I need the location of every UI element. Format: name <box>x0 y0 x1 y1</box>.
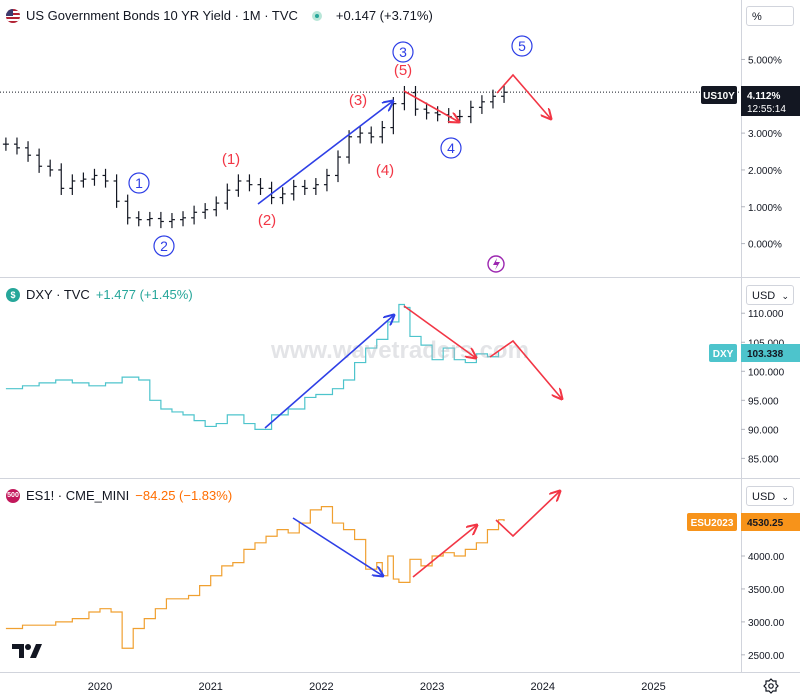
dxy-pane[interactable]: $ DXY · TVC +1.477 (+1.45%) USD ⌄ <box>0 278 800 478</box>
es-legend: 500 ES1! · CME_MINI −84.25 (−1.83%) <box>6 488 232 503</box>
dxy-blue-arrow <box>264 315 394 429</box>
time-tick-label: 2023 <box>420 681 444 693</box>
price-tick-label: 1.000% <box>748 203 782 214</box>
yield-red-arrow-1 <box>403 90 459 122</box>
es-symbol-title[interactable]: ES1! · CME_MINI <box>26 488 130 503</box>
settings-gear-icon[interactable] <box>763 678 779 694</box>
yield-symbol-title[interactable]: US Government Bonds 10 YR Yield · 1M · T… <box>26 8 298 23</box>
price-tick-label: 4000.00 <box>748 552 785 563</box>
dollar-icon: $ <box>6 287 20 302</box>
dxy-change: +1.477 (+1.45%) <box>95 287 193 302</box>
price-tick-label: 3500.00 <box>748 585 785 596</box>
dxy-red-arrow-1 <box>403 305 476 358</box>
wave-label-red: (1) <box>222 151 240 168</box>
market-open-dot-icon <box>311 10 322 21</box>
sp500-icon: 500 <box>6 488 20 503</box>
price-tick-label: 0.000% <box>748 240 782 251</box>
yield-blue-arrow <box>257 101 393 205</box>
time-tick-label: 2021 <box>198 681 222 693</box>
wave-label-blue: 2 <box>160 238 168 254</box>
price-tick-label: 105.000 <box>748 338 785 349</box>
time-tick-label: 2022 <box>309 681 333 693</box>
wave-label-circle <box>392 41 414 63</box>
price-tick-label: 95.000 <box>748 396 779 407</box>
wave-label-blue: 4 <box>447 140 455 156</box>
lightning-bolt-icon <box>493 258 500 270</box>
es-price-tag-label-bg <box>687 513 737 531</box>
es-line <box>5 505 505 649</box>
wave-label-blue: 1 <box>135 175 143 191</box>
es-red-arrow-1 <box>412 525 477 578</box>
wave-label-circle <box>511 35 533 57</box>
price-tick-label: 90.000 <box>748 425 779 436</box>
tradingview-logo[interactable] <box>10 640 42 660</box>
wave-label-circle <box>440 137 462 159</box>
pane-divider-2[interactable] <box>0 478 800 479</box>
dxy-price-tag-value: 103.338 <box>747 349 784 360</box>
price-tick-label: 3.000% <box>748 129 782 140</box>
yield-unit-button[interactable]: % <box>746 6 794 26</box>
chevron-down-icon: ⌄ <box>781 291 789 301</box>
dxy-red-arrow-2 <box>489 339 562 399</box>
yield-countdown: 12:55:14 <box>747 104 786 115</box>
dxy-line <box>5 303 500 430</box>
price-tick-label: 3000.00 <box>748 618 785 629</box>
price-tick-label: 85.000 <box>748 454 779 465</box>
us-flag-icon <box>6 8 20 23</box>
price-tick-label: 110.000 <box>748 309 784 320</box>
wave-label-red: (5) <box>394 62 412 79</box>
time-tick-label: 2025 <box>641 681 665 693</box>
price-tick-label: 2.000% <box>748 166 782 177</box>
wave-label-red: (4) <box>376 162 394 179</box>
yield-price-tag-label: US10Y <box>703 91 735 102</box>
wave-label-blue: 5 <box>518 38 526 54</box>
yield-price-tag-label-bg <box>701 86 737 104</box>
price-tick-label: 2500.00 <box>748 651 785 662</box>
price-axis[interactable] <box>741 0 800 672</box>
wave-label-blue: 3 <box>399 44 407 60</box>
es-pane[interactable]: 500 ES1! · CME_MINI −84.25 (−1.83%) USD ⌄ <box>0 479 800 672</box>
price-tick-label: 5.000% <box>748 55 782 66</box>
pane-divider-1[interactable] <box>0 277 800 278</box>
price-tick-label: 100.000 <box>748 367 785 378</box>
yield-price-tag-value: 4.112% <box>747 91 780 102</box>
wave-label-red: (2) <box>258 212 276 229</box>
time-tick-label: 2024 <box>531 681 555 693</box>
dxy-currency-button[interactable]: USD ⌄ <box>746 285 794 305</box>
yield-price-tag-value-bg <box>741 86 800 104</box>
dxy-price-tag-label: DXY <box>713 349 734 360</box>
dxy-legend: $ DXY · TVC +1.477 (+1.45%) <box>6 287 193 302</box>
es-price-tag-label: ESU2023 <box>691 518 734 529</box>
time-tick-label: 2020 <box>88 681 112 693</box>
yield-countdown-bg <box>741 101 800 116</box>
dxy-symbol-title[interactable]: DXY · TVC <box>26 287 90 302</box>
chevron-down-icon: ⌄ <box>781 492 789 502</box>
watermark-text: www.wavetraders.com <box>270 337 529 364</box>
yield-pane[interactable]: US Government Bonds 10 YR Yield · 1M · T… <box>0 0 800 277</box>
es-blue-arrow <box>292 517 383 576</box>
wave-label-red: (3) <box>349 92 367 109</box>
es-change: −84.25 (−1.83%) <box>135 488 233 503</box>
yield-red-arrow-2 <box>496 73 551 119</box>
yield-change: +0.147 (+3.71%) <box>335 8 433 23</box>
dxy-price-tag-label-bg <box>709 344 737 362</box>
dxy-price-tag-value-bg <box>741 344 800 362</box>
wave-label-circle <box>128 172 150 194</box>
es-currency-button[interactable]: USD ⌄ <box>746 486 794 506</box>
lightning-event-icon <box>487 255 505 273</box>
time-axis-divider <box>0 672 800 673</box>
es-red-arrow-2 <box>495 491 560 538</box>
wave-label-circle <box>153 235 175 257</box>
yield-legend: US Government Bonds 10 YR Yield · 1M · T… <box>6 8 433 23</box>
es-price-tag-value: 4530.25 <box>747 518 784 529</box>
es-price-tag-value-bg <box>741 513 800 531</box>
